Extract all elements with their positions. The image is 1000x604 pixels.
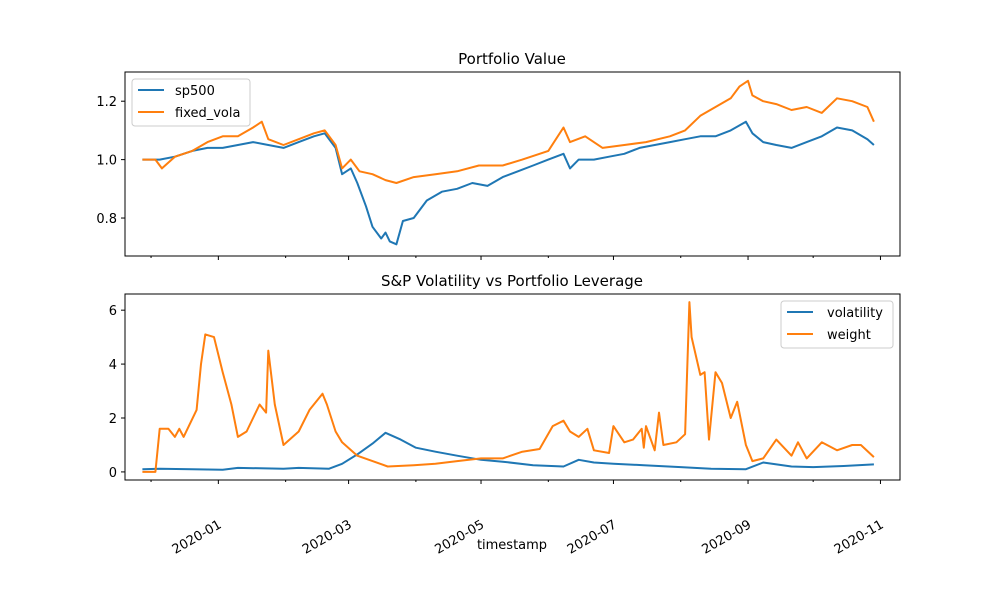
y-axis: 0 2 4 6 <box>109 304 125 481</box>
legend-label-fixed-vola: fixed_vola <box>175 106 240 121</box>
y-tick-label: 2 <box>109 412 117 427</box>
chart-title: Portfolio Value <box>458 50 566 68</box>
y-tick-label: 6 <box>109 304 117 319</box>
x-tick-label: 2020-11 <box>832 517 887 557</box>
series-line-fixed-vola <box>142 79 875 184</box>
x-tick-label: 2020-01 <box>170 517 225 557</box>
legend-label-weight: weight <box>827 328 871 343</box>
x-axis <box>150 256 881 260</box>
chart-title: S&P Volatility vs Portfolio Leverage <box>381 272 643 290</box>
axes-frame <box>124 71 901 257</box>
x-tick-label: 2020-03 <box>300 517 355 557</box>
x-tick-label: 2020-09 <box>699 517 754 557</box>
legend: volatility weight <box>780 300 894 349</box>
legend-label-volatility: volatility <box>827 306 883 321</box>
plot-area <box>142 79 875 246</box>
legend: sp500 fixed_vola <box>131 78 251 127</box>
y-tick-label: 1.0 <box>96 154 117 169</box>
x-tick-label: 2020-07 <box>565 517 620 557</box>
series-line-sp500 <box>142 120 875 246</box>
plot-area <box>142 301 875 473</box>
series-line-weight <box>142 301 875 473</box>
volatility-leverage-panel: S&P Volatility vs Portfolio Leverage 0 2 4… <box>109 272 901 558</box>
portfolio-value-panel: Portfolio Value 0.8 1.0 1.2 sp500 fixed_vo… <box>96 50 901 260</box>
legend-label-sp500: sp500 <box>175 84 215 99</box>
y-tick-label: 0 <box>109 466 117 481</box>
y-tick-label: 0.8 <box>96 212 117 227</box>
x-axis-label: timestamp <box>477 538 547 553</box>
axes-frame <box>124 293 901 481</box>
y-tick-label: 1.2 <box>96 95 117 110</box>
y-tick-label: 4 <box>109 358 117 373</box>
y-axis: 0.8 1.0 1.2 <box>96 95 125 227</box>
series-line-volatility <box>142 431 874 471</box>
